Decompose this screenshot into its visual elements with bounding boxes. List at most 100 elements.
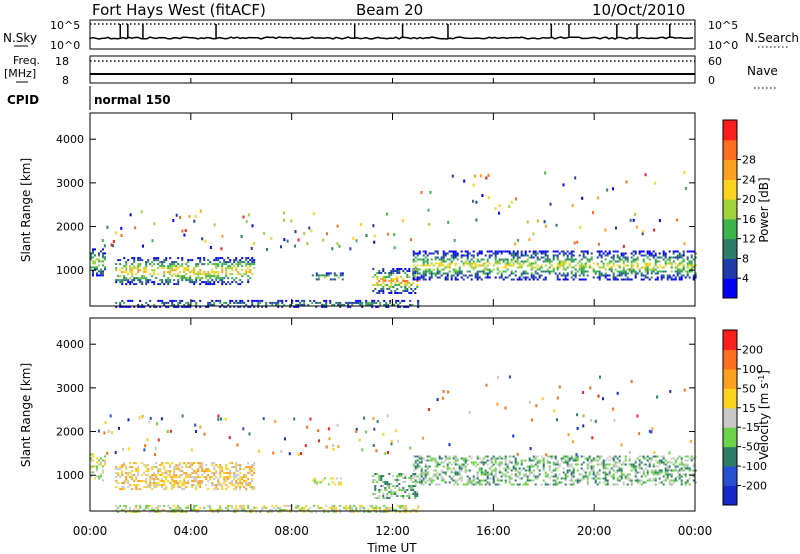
echo-cell xyxy=(484,461,487,464)
echo-cell xyxy=(163,301,166,304)
echo-cell xyxy=(127,259,130,262)
echo-cell xyxy=(167,510,170,513)
echo-cell xyxy=(245,482,248,485)
echo-cell xyxy=(466,276,469,279)
echo-cell xyxy=(504,463,507,466)
echo-cell xyxy=(620,475,623,478)
echo-cell xyxy=(367,510,370,513)
echo-cell xyxy=(177,468,180,471)
echo-cell xyxy=(684,455,687,458)
echo-cell xyxy=(574,457,577,460)
echo-cell xyxy=(558,264,561,267)
echo-cell xyxy=(570,479,573,482)
echo-cell xyxy=(554,483,557,486)
echo-cell xyxy=(420,258,423,261)
echo-cell xyxy=(189,474,192,477)
echo-cell xyxy=(426,467,429,470)
echo-cell xyxy=(145,267,148,270)
echo-cell xyxy=(590,469,593,472)
echo-cell xyxy=(612,250,615,253)
echo-cell xyxy=(155,482,158,485)
echo-cell xyxy=(409,303,412,306)
echo-cell xyxy=(253,261,256,264)
echo-cell xyxy=(159,470,162,473)
echo-cell xyxy=(248,432,251,436)
echo-cell xyxy=(534,457,537,460)
echo-cell xyxy=(372,284,375,286)
echo-cell xyxy=(353,504,356,507)
echo-cell xyxy=(227,486,230,489)
echo-cell xyxy=(175,305,178,308)
echo-cell xyxy=(104,463,106,466)
echo-cell xyxy=(327,510,330,513)
echo-cell xyxy=(251,478,254,481)
echo-cell xyxy=(460,475,463,478)
echo-cell xyxy=(646,270,649,273)
echo-cell xyxy=(444,272,447,275)
echo-cell xyxy=(223,261,226,264)
echo-cell xyxy=(90,252,92,255)
echo-cell xyxy=(177,486,180,489)
echo-cell xyxy=(402,481,405,483)
echo-cell xyxy=(588,461,591,464)
echo-cell xyxy=(504,457,507,460)
echo-cell xyxy=(104,455,106,458)
echo-cell xyxy=(239,468,242,471)
echo-cell xyxy=(664,471,667,474)
echo-cell xyxy=(568,459,571,462)
echo-cell xyxy=(612,455,615,458)
echo-cell xyxy=(600,266,603,269)
echo-cell xyxy=(326,232,328,236)
echo-cell xyxy=(392,475,395,477)
echo-cell xyxy=(470,481,473,484)
echo-cell xyxy=(392,493,395,495)
cpid-label: CPID xyxy=(7,93,39,107)
echo-cell xyxy=(115,472,118,475)
echo-cell xyxy=(600,250,603,253)
echo-cell xyxy=(266,248,269,251)
echo-cell xyxy=(402,270,405,272)
echo-cell xyxy=(201,277,204,280)
echo-cell xyxy=(552,455,555,458)
echo-cell xyxy=(171,267,174,270)
echo-cell xyxy=(510,260,513,263)
echo-cell xyxy=(492,479,495,482)
echo-cell xyxy=(237,474,240,477)
echo-cell xyxy=(612,463,615,466)
echo-cell xyxy=(578,264,581,267)
echo-cell xyxy=(576,240,579,244)
echo-cell xyxy=(167,281,170,284)
echo-cell xyxy=(517,238,520,242)
echo-cell xyxy=(339,477,342,480)
echo-cell xyxy=(690,473,693,476)
echo-cell xyxy=(426,262,429,265)
echo-cell xyxy=(380,288,383,290)
echo-cell xyxy=(620,278,623,281)
echo-cell xyxy=(223,281,226,284)
echo-cell xyxy=(335,510,338,513)
echo-cell xyxy=(149,510,152,513)
echo-cell xyxy=(432,252,435,255)
echo-cell xyxy=(203,257,206,260)
echo-cell xyxy=(173,305,176,308)
echo-cell xyxy=(628,479,631,482)
echo-cell xyxy=(630,479,633,482)
echo-cell xyxy=(117,468,120,471)
freq-left-unit: [MHz] xyxy=(4,67,36,80)
colorbar-tick-label: 20 xyxy=(742,193,756,206)
echo-cell xyxy=(416,284,419,286)
echo-cell xyxy=(135,510,138,513)
echo-cell xyxy=(197,482,200,485)
echo-cell xyxy=(504,270,507,273)
echo-cell xyxy=(92,262,94,265)
noise-panel-frame xyxy=(89,19,696,50)
echo-cell xyxy=(137,267,140,270)
echo-cell xyxy=(668,451,671,455)
echo-cell xyxy=(147,506,150,509)
echo-cell xyxy=(604,477,607,480)
echo-cell xyxy=(376,481,379,483)
echo-cell xyxy=(597,196,600,200)
echo-cell xyxy=(414,495,417,497)
echo-cell xyxy=(221,484,224,487)
echo-cell xyxy=(422,258,425,261)
